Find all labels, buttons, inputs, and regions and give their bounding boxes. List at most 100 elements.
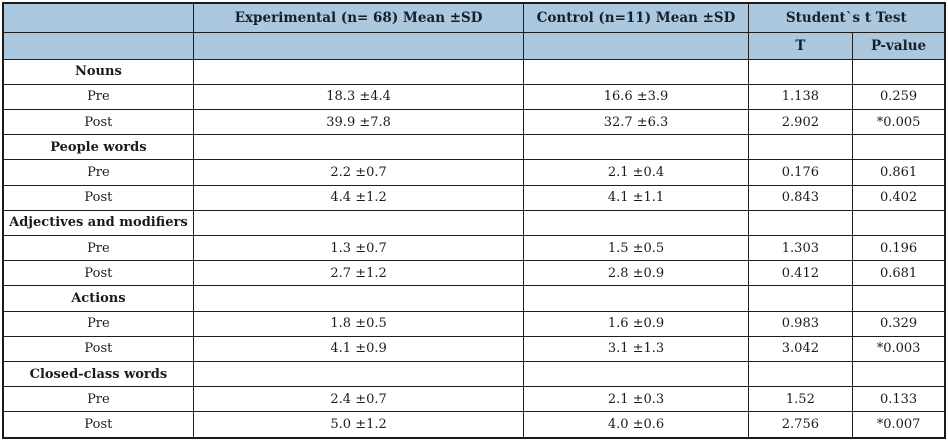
cell-experimental: 2.2 ±0.7 [192, 159, 525, 186]
cell-t: 0.176 [747, 159, 854, 186]
cell-experimental [192, 360, 525, 388]
cell-control [523, 134, 749, 161]
cell-experimental: 4.4 ±1.2 [192, 184, 525, 211]
cell-experimental: 2.4 ±0.7 [192, 386, 525, 413]
cell-experimental: 1.3 ±0.7 [192, 234, 525, 262]
cell-p [852, 134, 946, 161]
cell-t [747, 285, 854, 312]
table-row-nouns-pre: Pre 18.3 ±4.4 16.6 ±3.9 1.138 0.259 [2, 83, 946, 110]
cell-p: *0.007 [852, 411, 946, 439]
cell-control: 4.0 ±0.6 [523, 411, 749, 439]
table-row-closed-class-post: Post 5.0 ±1.2 4.0 ±0.6 2.756 *0.007 [2, 411, 946, 439]
category-label: People words [2, 134, 194, 161]
header-control: Control (n=11) Mean ±SD [523, 2, 749, 33]
cell-p: 0.259 [852, 83, 946, 110]
cell-control [523, 285, 749, 312]
table-row-actions-post: Post 4.1 ±0.9 3.1 ±1.3 3.042 *0.003 [2, 335, 946, 362]
cell-experimental [192, 209, 525, 236]
header-empty-cell [192, 31, 525, 60]
cell-experimental [192, 58, 525, 85]
header-students-t-test: Student`s t Test [747, 2, 946, 33]
cell-t [747, 134, 854, 161]
header-p-value: P-value [852, 31, 946, 60]
table-row-adjectives-pre: Pre 1.3 ±0.7 1.5 ±0.5 1.303 0.196 [2, 234, 946, 262]
header-row-1: Experimental (n= 68) Mean ±SD Control (n… [2, 2, 946, 33]
table-row-category-closed-class: Closed-class words [2, 360, 946, 388]
cell-p: 0.329 [852, 310, 946, 337]
cell-control [523, 360, 749, 388]
table-row-people-words-post: Post 4.4 ±1.2 4.1 ±1.1 0.843 0.402 [2, 184, 946, 211]
cell-p: 0.681 [852, 260, 946, 287]
table-row-adjectives-post: Post 2.7 ±1.2 2.8 ±0.9 0.412 0.681 [2, 260, 946, 287]
row-label: Post [2, 260, 194, 287]
cell-control: 2.8 ±0.9 [523, 260, 749, 287]
cell-p: 0.402 [852, 184, 946, 211]
table-row-closed-class-pre: Pre 2.4 ±0.7 2.1 ±0.3 1.52 0.133 [2, 386, 946, 413]
cell-experimental: 39.9 ±7.8 [192, 108, 525, 136]
header-row-2: T P-value [2, 31, 946, 60]
table-row-actions-pre: Pre 1.8 ±0.5 1.6 ±0.9 0.983 0.329 [2, 310, 946, 337]
cell-p: 0.133 [852, 386, 946, 413]
cell-control [523, 58, 749, 85]
cell-experimental [192, 134, 525, 161]
row-label: Pre [2, 386, 194, 413]
table-row-nouns-post: Post 39.9 ±7.8 32.7 ±6.3 2.902 *0.005 [2, 108, 946, 136]
cell-p: 0.861 [852, 159, 946, 186]
row-label: Pre [2, 234, 194, 262]
row-label: Post [2, 184, 194, 211]
cell-t: 1.138 [747, 83, 854, 110]
cell-control: 2.1 ±0.4 [523, 159, 749, 186]
cell-experimental: 5.0 ±1.2 [192, 411, 525, 439]
row-label: Pre [2, 310, 194, 337]
header-corner-cell [2, 2, 194, 33]
header-empty-cell [2, 31, 194, 60]
row-label: Pre [2, 159, 194, 186]
cell-control: 32.7 ±6.3 [523, 108, 749, 136]
table-row-category-nouns: Nouns [2, 58, 946, 85]
table-row-category-people-words: People words [2, 134, 946, 161]
header-experimental: Experimental (n= 68) Mean ±SD [192, 2, 525, 33]
cell-control: 4.1 ±1.1 [523, 184, 749, 211]
cell-t [747, 58, 854, 85]
cell-control [523, 209, 749, 236]
row-label: Pre [2, 83, 194, 110]
cell-experimental [192, 285, 525, 312]
cell-p: *0.003 [852, 335, 946, 362]
cell-p [852, 209, 946, 236]
cell-p [852, 58, 946, 85]
cell-t: 0.843 [747, 184, 854, 211]
cell-p [852, 360, 946, 388]
cell-control: 2.1 ±0.3 [523, 386, 749, 413]
cell-t: 0.412 [747, 260, 854, 287]
cell-t: 2.902 [747, 108, 854, 136]
cell-control: 1.5 ±0.5 [523, 234, 749, 262]
cell-p [852, 285, 946, 312]
cell-control: 3.1 ±1.3 [523, 335, 749, 362]
category-label: Closed-class words [2, 360, 194, 388]
cell-t: 1.52 [747, 386, 854, 413]
table-row-people-words-pre: Pre 2.2 ±0.7 2.1 ±0.4 0.176 0.861 [2, 159, 946, 186]
category-label: Nouns [2, 58, 194, 85]
cell-experimental: 4.1 ±0.9 [192, 335, 525, 362]
cell-p: *0.005 [852, 108, 946, 136]
cell-t: 1.303 [747, 234, 854, 262]
table-header: Experimental (n= 68) Mean ±SD Control (n… [2, 2, 946, 60]
cell-experimental: 2.7 ±1.2 [192, 260, 525, 287]
cell-t [747, 209, 854, 236]
row-label: Post [2, 335, 194, 362]
table-row-category-actions: Actions [2, 285, 946, 312]
cell-t: 2.756 [747, 411, 854, 439]
cell-t [747, 360, 854, 388]
cell-t: 3.042 [747, 335, 854, 362]
cell-experimental: 1.8 ±0.5 [192, 310, 525, 337]
cell-t: 0.983 [747, 310, 854, 337]
cell-p: 0.196 [852, 234, 946, 262]
header-t: T [747, 31, 854, 60]
category-label: Adjectives and modifiers [2, 209, 194, 236]
cell-experimental: 18.3 ±4.4 [192, 83, 525, 110]
category-label: Actions [2, 285, 194, 312]
table-body: Nouns Pre 18.3 ±4.4 16.6 ±3.9 1.138 0.25… [2, 58, 946, 439]
cell-control: 16.6 ±3.9 [523, 83, 749, 110]
